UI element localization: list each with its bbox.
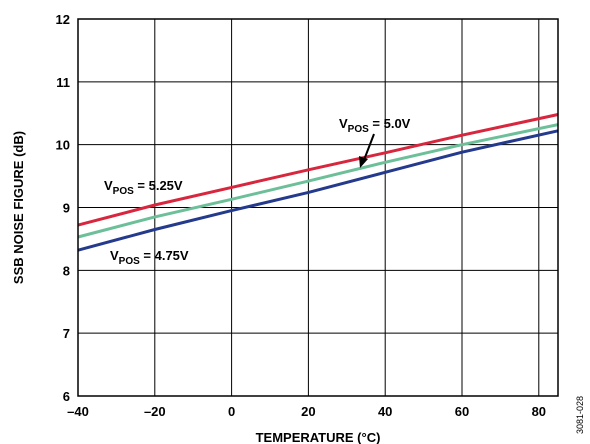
series-line-1 [77, 123, 559, 239]
y-tick-label: 6 [63, 389, 70, 404]
series-label-2: VPOS = 4.75V [110, 248, 189, 267]
series-lines [77, 113, 559, 252]
series-label-0: VPOS = 5.25V [104, 178, 183, 197]
series-label-1: VPOS = 5.0V [339, 116, 411, 135]
x-tick-label: 80 [532, 404, 546, 419]
series-labels: VPOS = 5.25V VPOS = 5.0V VPOS = 4.75V [104, 116, 411, 267]
y-tick-label: 9 [63, 201, 70, 216]
plot-frame [77, 18, 559, 397]
x-tick-label: 60 [455, 404, 469, 419]
y-tick-label: 12 [56, 12, 70, 27]
y-tick-label: 7 [63, 326, 70, 341]
grid-lines [78, 19, 558, 396]
series-line-2 [77, 129, 559, 252]
series-line-0 [77, 113, 559, 227]
x-tick-label: 40 [378, 404, 392, 419]
y-tick-label: 11 [56, 75, 70, 90]
y-tick-label: 8 [63, 263, 70, 278]
label-arrow-head [359, 156, 368, 168]
label-arrow-line [363, 133, 375, 161]
x-tick-label: –40 [67, 404, 89, 419]
x-tick-label: 20 [301, 404, 315, 419]
x-tick-label: –20 [144, 404, 166, 419]
x-tick-label: 0 [228, 404, 235, 419]
y-tick-label: 10 [56, 138, 70, 153]
y-tick-labels: 6 7 8 9 10 11 12 [56, 12, 70, 404]
y-axis-title: SSB NOISE FIGURE (dB) [11, 131, 26, 284]
x-tick-labels: –40 –20 0 20 40 60 80 [67, 404, 546, 419]
x-axis-title: TEMPERATURE (°C) [256, 430, 381, 444]
figure-code: 3081-028 [575, 396, 585, 434]
